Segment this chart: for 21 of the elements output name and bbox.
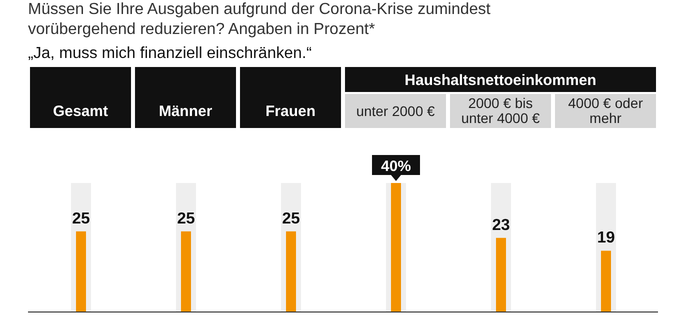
data-label: 25 [282, 210, 300, 228]
bar [601, 250, 611, 312]
text: Haushaltsnettoeinkommen [404, 72, 596, 89]
data-label: 23 [492, 216, 510, 234]
bar [181, 231, 191, 312]
chart-title: Müssen Sie Ihre Ausgaben aufgrund der Corona-Krise zumindest vorübergehend reduzieren? Angaben in Prozent* [28, 0, 492, 40]
data-label: 25 [72, 210, 90, 228]
chart-subtitle: „Ja, muss mich finanziell einschränken.“ [28, 44, 312, 64]
data-label: 19 [597, 230, 615, 247]
x-tick-label: 4000 € oder mehr [568, 95, 644, 126]
x-tick-label: 2000 € bis unter 4000 € [461, 95, 540, 126]
data-label: 25 [177, 210, 195, 228]
x-tick-label: Gesamt [52, 103, 108, 120]
bar [496, 238, 506, 312]
bar [391, 183, 401, 312]
bar [76, 231, 86, 312]
x-tick-label: Frauen [265, 103, 316, 120]
data-label: 40% [380, 158, 412, 175]
x-tick-label: Männer [158, 103, 212, 120]
x-tick-label: unter 2000 € [356, 103, 436, 119]
bar [286, 231, 296, 312]
